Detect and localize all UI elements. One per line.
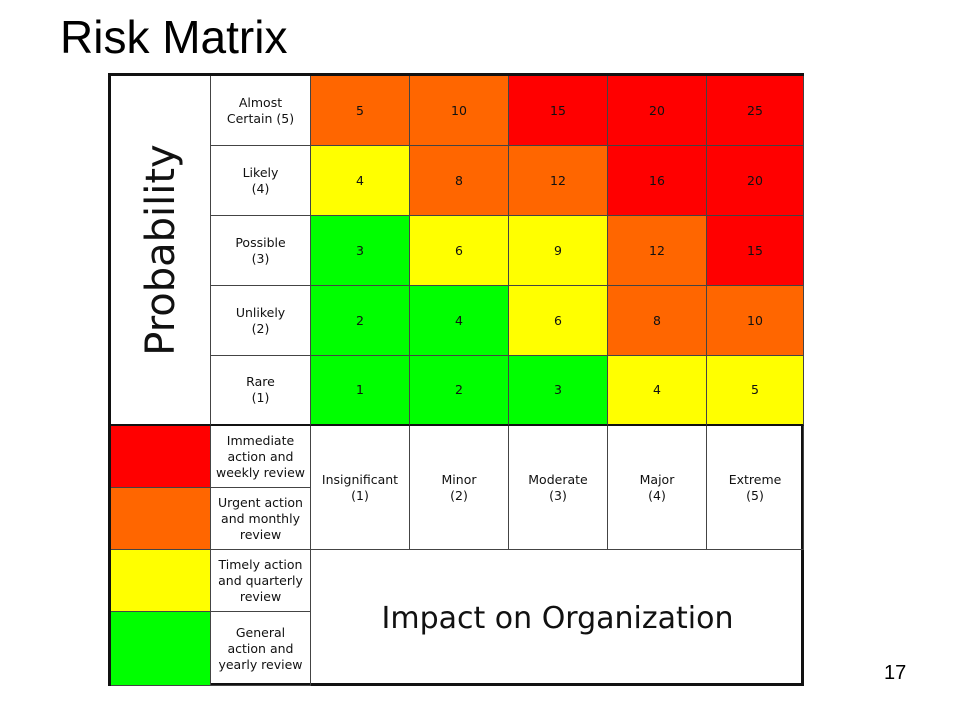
- legend-label: General action and yearly review: [211, 612, 311, 686]
- risk-score-cell: 2: [410, 356, 509, 426]
- legend-swatch: [111, 426, 211, 488]
- risk-score-cell: 5: [311, 76, 410, 146]
- impact-label: Minor (2): [410, 426, 509, 550]
- risk-score-cell: 15: [707, 216, 804, 286]
- risk-score-cell: 20: [707, 146, 804, 216]
- impact-axis-label: Impact on Organization: [381, 600, 734, 636]
- risk-score-cell: 12: [608, 216, 707, 286]
- impact-label: Extreme (5): [707, 426, 804, 550]
- impact-label: Major (4): [608, 426, 707, 550]
- risk-score-cell: 6: [509, 286, 608, 356]
- risk-score-cell: 8: [608, 286, 707, 356]
- risk-score-cell: 15: [509, 76, 608, 146]
- risk-matrix: Probability Impact on Organization Almos…: [108, 73, 804, 686]
- page-number: 17: [884, 662, 907, 684]
- risk-score-cell: 8: [410, 146, 509, 216]
- risk-score-cell: 4: [410, 286, 509, 356]
- risk-score-cell: 2: [311, 286, 410, 356]
- risk-score-cell: 3: [509, 356, 608, 426]
- risk-score-cell: 3: [311, 216, 410, 286]
- probability-axis-label: Probability: [137, 144, 184, 356]
- risk-score-cell: 10: [410, 76, 509, 146]
- risk-score-cell: 6: [410, 216, 509, 286]
- probability-axis-header: Probability: [111, 76, 211, 426]
- risk-score-cell: 10: [707, 286, 804, 356]
- risk-score-cell: 20: [608, 76, 707, 146]
- legend-label: Immediate action and weekly review: [211, 426, 311, 488]
- probability-label: Rare (1): [211, 356, 311, 426]
- slide-title: Risk Matrix: [60, 11, 288, 63]
- probability-label: Unlikely (2): [211, 286, 311, 356]
- legend-swatch: [111, 488, 211, 550]
- risk-score-cell: 4: [608, 356, 707, 426]
- impact-label: Moderate (3): [509, 426, 608, 550]
- risk-score-cell: 9: [509, 216, 608, 286]
- risk-score-cell: 12: [509, 146, 608, 216]
- impact-label: Insignificant (1): [311, 426, 410, 550]
- risk-score-cell: 4: [311, 146, 410, 216]
- probability-label: Likely (4): [211, 146, 311, 216]
- probability-label: Almost Certain (5): [211, 76, 311, 146]
- risk-score-cell: 25: [707, 76, 804, 146]
- probability-label: Possible (3): [211, 216, 311, 286]
- risk-score-cell: 5: [707, 356, 804, 426]
- risk-score-cell: 16: [608, 146, 707, 216]
- legend-swatch: [111, 550, 211, 612]
- legend-label: Urgent action and monthly review: [211, 488, 311, 550]
- risk-score-cell: 1: [311, 356, 410, 426]
- legend-label: Timely action and quarterly review: [211, 550, 311, 612]
- legend-swatch: [111, 612, 211, 686]
